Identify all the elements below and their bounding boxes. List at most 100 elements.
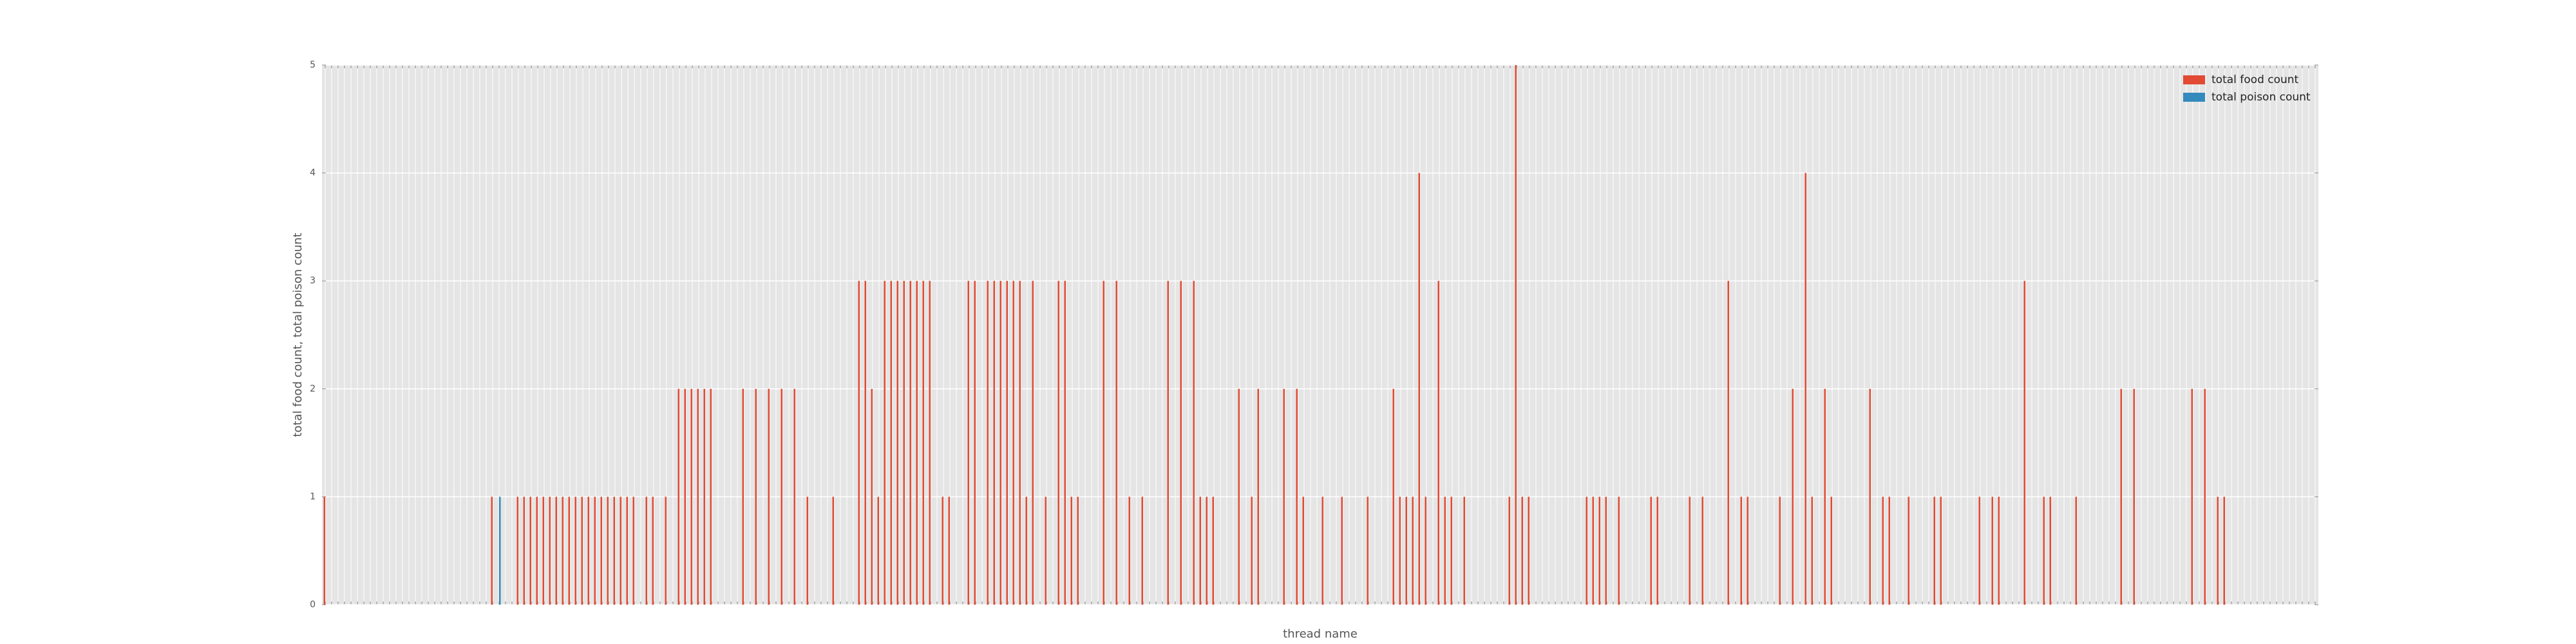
bar (1940, 497, 1942, 605)
bar (684, 388, 686, 605)
bar (1991, 497, 1993, 605)
bar (1141, 497, 1143, 605)
legend-label: total poison count (2211, 91, 2311, 104)
y-axis-label: total food count, total poison count (291, 232, 305, 437)
y-tick-label: 0 (310, 600, 316, 610)
bar (613, 497, 615, 605)
bar (1128, 497, 1130, 605)
y-tick-label: 1 (310, 491, 316, 502)
bar (1605, 497, 1607, 605)
bar (1824, 388, 1826, 605)
bar (948, 497, 950, 605)
bar (929, 281, 931, 605)
bar (1656, 497, 1658, 605)
bar (1257, 388, 1259, 605)
bar (1341, 497, 1343, 605)
bar (1070, 497, 1072, 605)
legend-swatch (2183, 75, 2205, 84)
bar (1882, 497, 1884, 605)
bar (1998, 497, 2000, 605)
legend-swatch (2183, 93, 2205, 102)
bar (1586, 497, 1587, 605)
bar (542, 497, 544, 605)
bar (2204, 388, 2206, 605)
bar (562, 497, 564, 605)
bar (632, 497, 634, 605)
bar (1412, 497, 1414, 605)
bar (2223, 497, 2225, 605)
bar (1206, 497, 1208, 605)
bar (600, 497, 602, 605)
bar (1392, 388, 1394, 605)
bar (703, 388, 705, 605)
bar (768, 388, 770, 605)
bar (1804, 173, 1806, 605)
bar (594, 497, 596, 605)
bar (993, 281, 995, 605)
bar (1888, 497, 1890, 605)
bar (1167, 281, 1169, 605)
bar (2120, 388, 2122, 605)
bar (1618, 497, 1620, 605)
bar (755, 388, 757, 605)
bar (1251, 497, 1253, 605)
bar (1598, 497, 1600, 605)
bar (1592, 497, 1594, 605)
bar (2217, 497, 2219, 605)
bar (1437, 281, 1439, 605)
bar (1747, 497, 1748, 605)
bar (1302, 497, 1304, 605)
bar (890, 281, 892, 605)
bar (1012, 281, 1014, 605)
y-tick-label: 5 (310, 60, 316, 70)
bar (1296, 388, 1298, 605)
bar (323, 497, 325, 605)
bar (2023, 281, 2025, 605)
bar (1444, 497, 1446, 605)
bar (1811, 497, 1813, 605)
bar (697, 388, 699, 605)
bar (1367, 497, 1368, 605)
bar (529, 497, 531, 605)
bar (1830, 497, 1832, 605)
bar (1238, 388, 1240, 605)
y-tick-label: 3 (310, 276, 316, 286)
bar (1908, 497, 1909, 605)
bar (922, 281, 924, 605)
bar (645, 497, 647, 605)
bar (793, 388, 795, 605)
bar (903, 281, 905, 605)
bar (587, 497, 589, 605)
bar (626, 497, 628, 605)
x-axis-label: thread name (1283, 627, 1358, 641)
bar (877, 497, 879, 605)
bar (1064, 281, 1066, 605)
bar (1689, 497, 1690, 605)
bar (987, 281, 989, 605)
bar (1418, 173, 1420, 605)
bar (499, 497, 501, 605)
bar (1779, 497, 1781, 605)
bar (916, 281, 918, 605)
bar (1025, 497, 1027, 605)
bar (781, 388, 782, 605)
bar (2133, 388, 2135, 605)
bar (555, 497, 557, 605)
bar (871, 388, 873, 605)
bar (1792, 388, 1794, 605)
bar (1650, 497, 1652, 605)
bar (742, 388, 744, 605)
bar (1701, 497, 1703, 605)
bar (1180, 281, 1182, 605)
bar (999, 281, 1001, 605)
bar (1508, 497, 1510, 605)
bar (1019, 281, 1021, 605)
bar (652, 497, 654, 605)
bar (1006, 281, 1008, 605)
bar (1321, 497, 1323, 605)
bar (942, 497, 943, 605)
bar (581, 497, 583, 605)
bar (967, 281, 969, 605)
plot-background (322, 65, 2318, 605)
bar (1515, 65, 1517, 605)
